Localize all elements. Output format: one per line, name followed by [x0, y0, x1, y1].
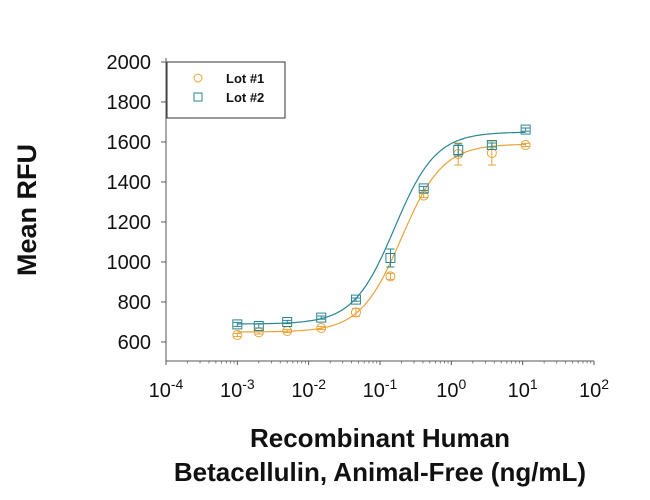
data-point-lot1: [520, 140, 531, 150]
y-tick-label: 1200: [107, 212, 152, 234]
x-tick-label: 10-3: [220, 376, 255, 402]
x-tick-label: 10-1: [363, 376, 398, 402]
legend: Lot #1 Lot #2: [166, 61, 286, 119]
x-tick-label: 101: [508, 376, 538, 402]
data-point-lot1: [232, 330, 243, 340]
legend-marker-lot1: [193, 73, 203, 83]
y-tick-label: 1600: [107, 132, 152, 154]
y-tick-label: 1800: [107, 92, 152, 114]
y-tick-label: 1400: [107, 172, 152, 194]
data-point-lot1: [350, 307, 361, 318]
fit-curve-1: [237, 143, 526, 333]
data-point-lot2: [486, 140, 497, 150]
data-point-lot1: [418, 190, 429, 201]
x-axis-label-line1: Recombinant Human: [250, 423, 510, 453]
y-tick-label: 1000: [107, 252, 152, 274]
data-point-lot1: [385, 271, 396, 282]
y-tick-label: 2000: [107, 52, 152, 74]
data-points: [232, 124, 531, 340]
fit-curve-2: [237, 131, 526, 325]
data-point-lot2: [418, 183, 429, 194]
legend-box: [166, 61, 286, 119]
axes: 600 800 1000 1200 1400 1600 1800 2000 10-4 10-3 10…: [107, 52, 610, 402]
data-point-lot2: [520, 124, 531, 135]
legend-label-lot1: Lot #1: [226, 71, 264, 86]
data-point-lot1: [316, 323, 327, 333]
data-point-lot2: [282, 317, 293, 327]
x-tick-label: 10-2: [291, 376, 326, 402]
x-tick-label: 10-4: [149, 376, 184, 402]
data-point-lot2: [253, 321, 264, 331]
data-point-lot2: [350, 294, 361, 305]
fit-curves: [237, 131, 526, 333]
y-axis-label: Mean RFU: [12, 144, 42, 276]
data-point-lot2: [385, 253, 396, 263]
legend-marker-lot2: [193, 92, 203, 102]
data-point-lot2: [453, 145, 464, 155]
y-tick-label: 800: [118, 292, 151, 314]
data-point-lot2: [316, 312, 327, 323]
x-axis-label-line2: Betacellulin, Animal-Free (ng/mL): [174, 457, 586, 487]
data-point-lot1: [486, 148, 497, 158]
legend-label-lot2: Lot #2: [226, 90, 264, 105]
x-tick-label: 102: [579, 376, 609, 402]
y-tick-label: 600: [118, 332, 151, 354]
data-point-lot2: [232, 319, 243, 330]
x-tick-label: 100: [436, 376, 466, 402]
